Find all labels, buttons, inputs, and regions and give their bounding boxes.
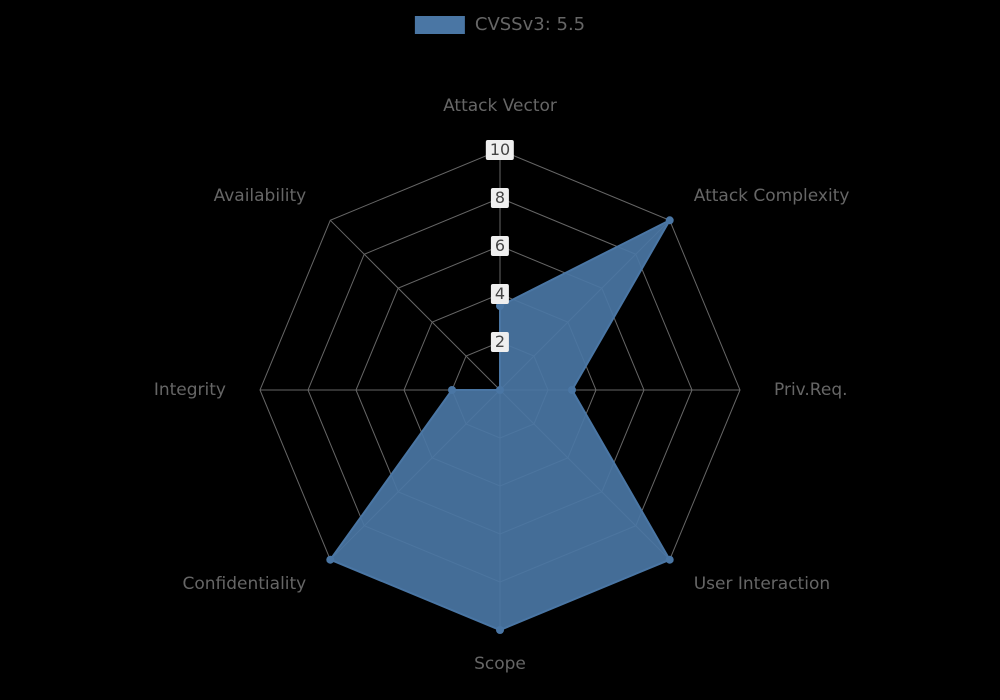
axis-label: Attack Vector <box>443 96 557 116</box>
chart-legend: CVSSv3: 5.5 <box>415 14 585 35</box>
axis-label: Confidentiality <box>182 574 306 594</box>
legend-label: CVSSv3: 5.5 <box>475 14 585 35</box>
tick-label: 10 <box>486 140 514 160</box>
legend-swatch <box>415 16 465 34</box>
tick-label: 4 <box>491 284 509 304</box>
axis-label: Scope <box>474 654 526 674</box>
tick-label: 8 <box>491 188 509 208</box>
axis-label: Integrity <box>154 380 226 400</box>
tick-label: 2 <box>491 332 509 352</box>
axis-label: Attack Complexity <box>694 186 850 206</box>
axis-label: Availability <box>214 186 307 206</box>
radar-chart: CVSSv3: 5.5 Attack Vector Attack Complexi… <box>0 0 1000 700</box>
axis-label: User Interaction <box>694 574 830 594</box>
tick-label: 6 <box>491 236 509 256</box>
axis-label: Priv.Req. <box>774 380 848 400</box>
